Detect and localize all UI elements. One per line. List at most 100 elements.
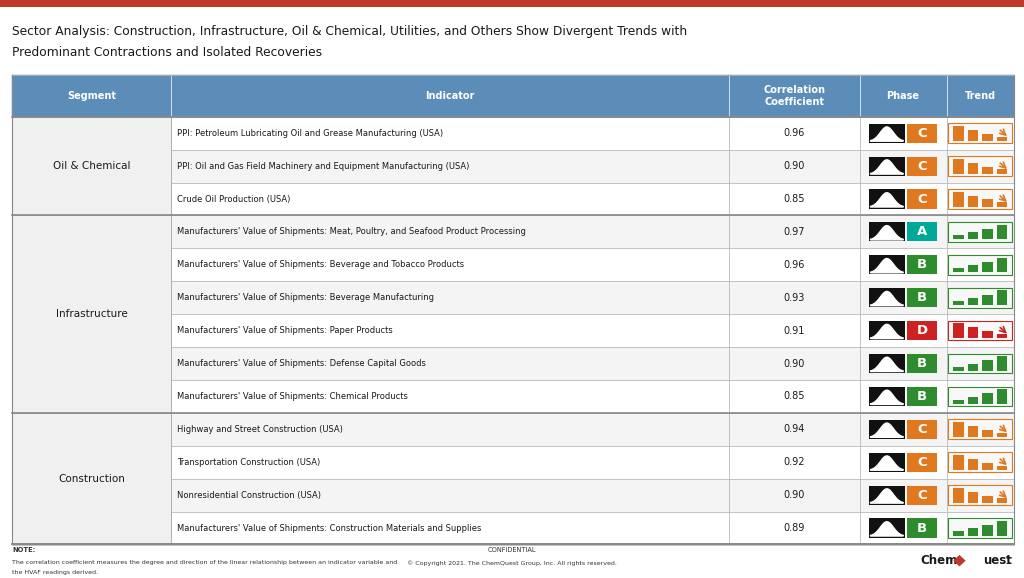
Bar (982, 166, 992, 173)
Text: Segment: Segment (67, 91, 116, 101)
Text: Manufacturers' Value of Shipments: Defense Capital Goods: Manufacturers' Value of Shipments: Defen… (177, 359, 426, 368)
Bar (948, 156, 1013, 176)
Bar (171, 117, 729, 150)
Text: Correlation
Coefficient: Correlation Coefficient (764, 85, 825, 107)
Text: PPI: Petroleum Lubricating Oil and Grease Manufacturing (USA): PPI: Petroleum Lubricating Oil and Greas… (177, 129, 442, 138)
Bar (729, 380, 859, 413)
Text: Manufacturers' Value of Shipments: Beverage and Tobacco Products: Manufacturers' Value of Shipments: Bever… (177, 260, 464, 269)
Bar (907, 354, 937, 373)
Text: C: C (918, 160, 927, 173)
Bar (729, 183, 859, 216)
Bar (968, 232, 978, 239)
Bar (12, 479, 171, 512)
Bar (946, 314, 1014, 347)
Bar (729, 413, 859, 446)
Bar (996, 202, 1008, 206)
Bar (968, 265, 978, 272)
Text: uest: uest (983, 554, 1012, 567)
Bar (171, 413, 729, 446)
Bar (171, 512, 729, 544)
Bar (946, 347, 1014, 380)
Polygon shape (870, 291, 903, 306)
Bar (12, 75, 1014, 117)
Bar (968, 130, 978, 140)
Text: © Copyright 2021. The ChemQuest Group, Inc. All rights reserved.: © Copyright 2021. The ChemQuest Group, I… (408, 560, 616, 566)
Bar (946, 281, 1014, 314)
Bar (171, 183, 729, 216)
Bar (12, 117, 171, 216)
Bar (948, 222, 1013, 242)
Polygon shape (870, 456, 903, 470)
Text: Transportation Construction (USA): Transportation Construction (USA) (177, 458, 319, 466)
Bar (729, 75, 859, 117)
Bar (907, 157, 937, 176)
Bar (869, 453, 904, 472)
Text: 0.89: 0.89 (783, 523, 805, 533)
Text: 0.85: 0.85 (783, 194, 805, 204)
Bar (982, 199, 992, 206)
Bar (948, 453, 1013, 472)
Bar (946, 150, 1014, 183)
Bar (948, 354, 1013, 373)
Bar (968, 328, 978, 338)
Bar (982, 134, 992, 140)
Bar (907, 387, 937, 406)
Text: Infrastructure: Infrastructure (55, 309, 127, 319)
Bar (869, 518, 904, 538)
Bar (948, 486, 1013, 505)
Bar (171, 281, 729, 314)
Text: B: B (918, 291, 928, 304)
Text: Manufacturers' Value of Shipments: Chemical Products: Manufacturers' Value of Shipments: Chemi… (177, 392, 408, 401)
Polygon shape (870, 127, 903, 141)
Text: 0.91: 0.91 (783, 325, 805, 336)
Bar (859, 183, 946, 216)
Text: 0.96: 0.96 (783, 128, 805, 138)
Polygon shape (870, 489, 903, 503)
Bar (859, 150, 946, 183)
Bar (171, 314, 729, 347)
Text: 0.90: 0.90 (783, 358, 805, 369)
Text: 0.94: 0.94 (783, 424, 805, 434)
Text: Indicator: Indicator (425, 91, 474, 101)
Text: NOTE:: NOTE: (12, 547, 36, 553)
Bar (859, 314, 946, 347)
Text: Manufacturers' Value of Shipments: Meat, Poultry, and Seafood Product Processing: Manufacturers' Value of Shipments: Meat,… (177, 227, 525, 236)
Bar (953, 323, 964, 338)
Bar (996, 258, 1008, 272)
Bar (996, 465, 1008, 470)
Bar (171, 249, 729, 281)
Text: B: B (918, 357, 928, 370)
Bar (953, 422, 964, 437)
Bar (729, 150, 859, 183)
Bar (907, 486, 937, 505)
Bar (996, 521, 1008, 536)
Text: 1: 1 (1005, 555, 1012, 566)
Bar (948, 255, 1013, 275)
Bar (982, 360, 992, 371)
Polygon shape (953, 555, 966, 566)
Bar (729, 446, 859, 479)
Bar (946, 512, 1014, 544)
Bar (948, 518, 1013, 538)
Bar (729, 479, 859, 512)
Polygon shape (870, 522, 903, 536)
Bar (982, 295, 992, 305)
Bar (869, 157, 904, 176)
Bar (859, 479, 946, 512)
Text: 0.97: 0.97 (783, 227, 805, 237)
Bar (12, 380, 171, 413)
Bar (982, 393, 992, 404)
Polygon shape (870, 258, 903, 273)
Bar (953, 367, 964, 371)
Text: Crude Oil Production (USA): Crude Oil Production (USA) (177, 195, 290, 203)
Bar (907, 190, 937, 209)
Bar (948, 288, 1013, 307)
Bar (946, 75, 1014, 117)
Bar (859, 512, 946, 544)
Bar (953, 488, 964, 503)
Bar (859, 216, 946, 249)
Bar (946, 249, 1014, 281)
Bar (982, 525, 992, 536)
Text: 0.85: 0.85 (783, 391, 805, 401)
Bar (869, 420, 904, 439)
